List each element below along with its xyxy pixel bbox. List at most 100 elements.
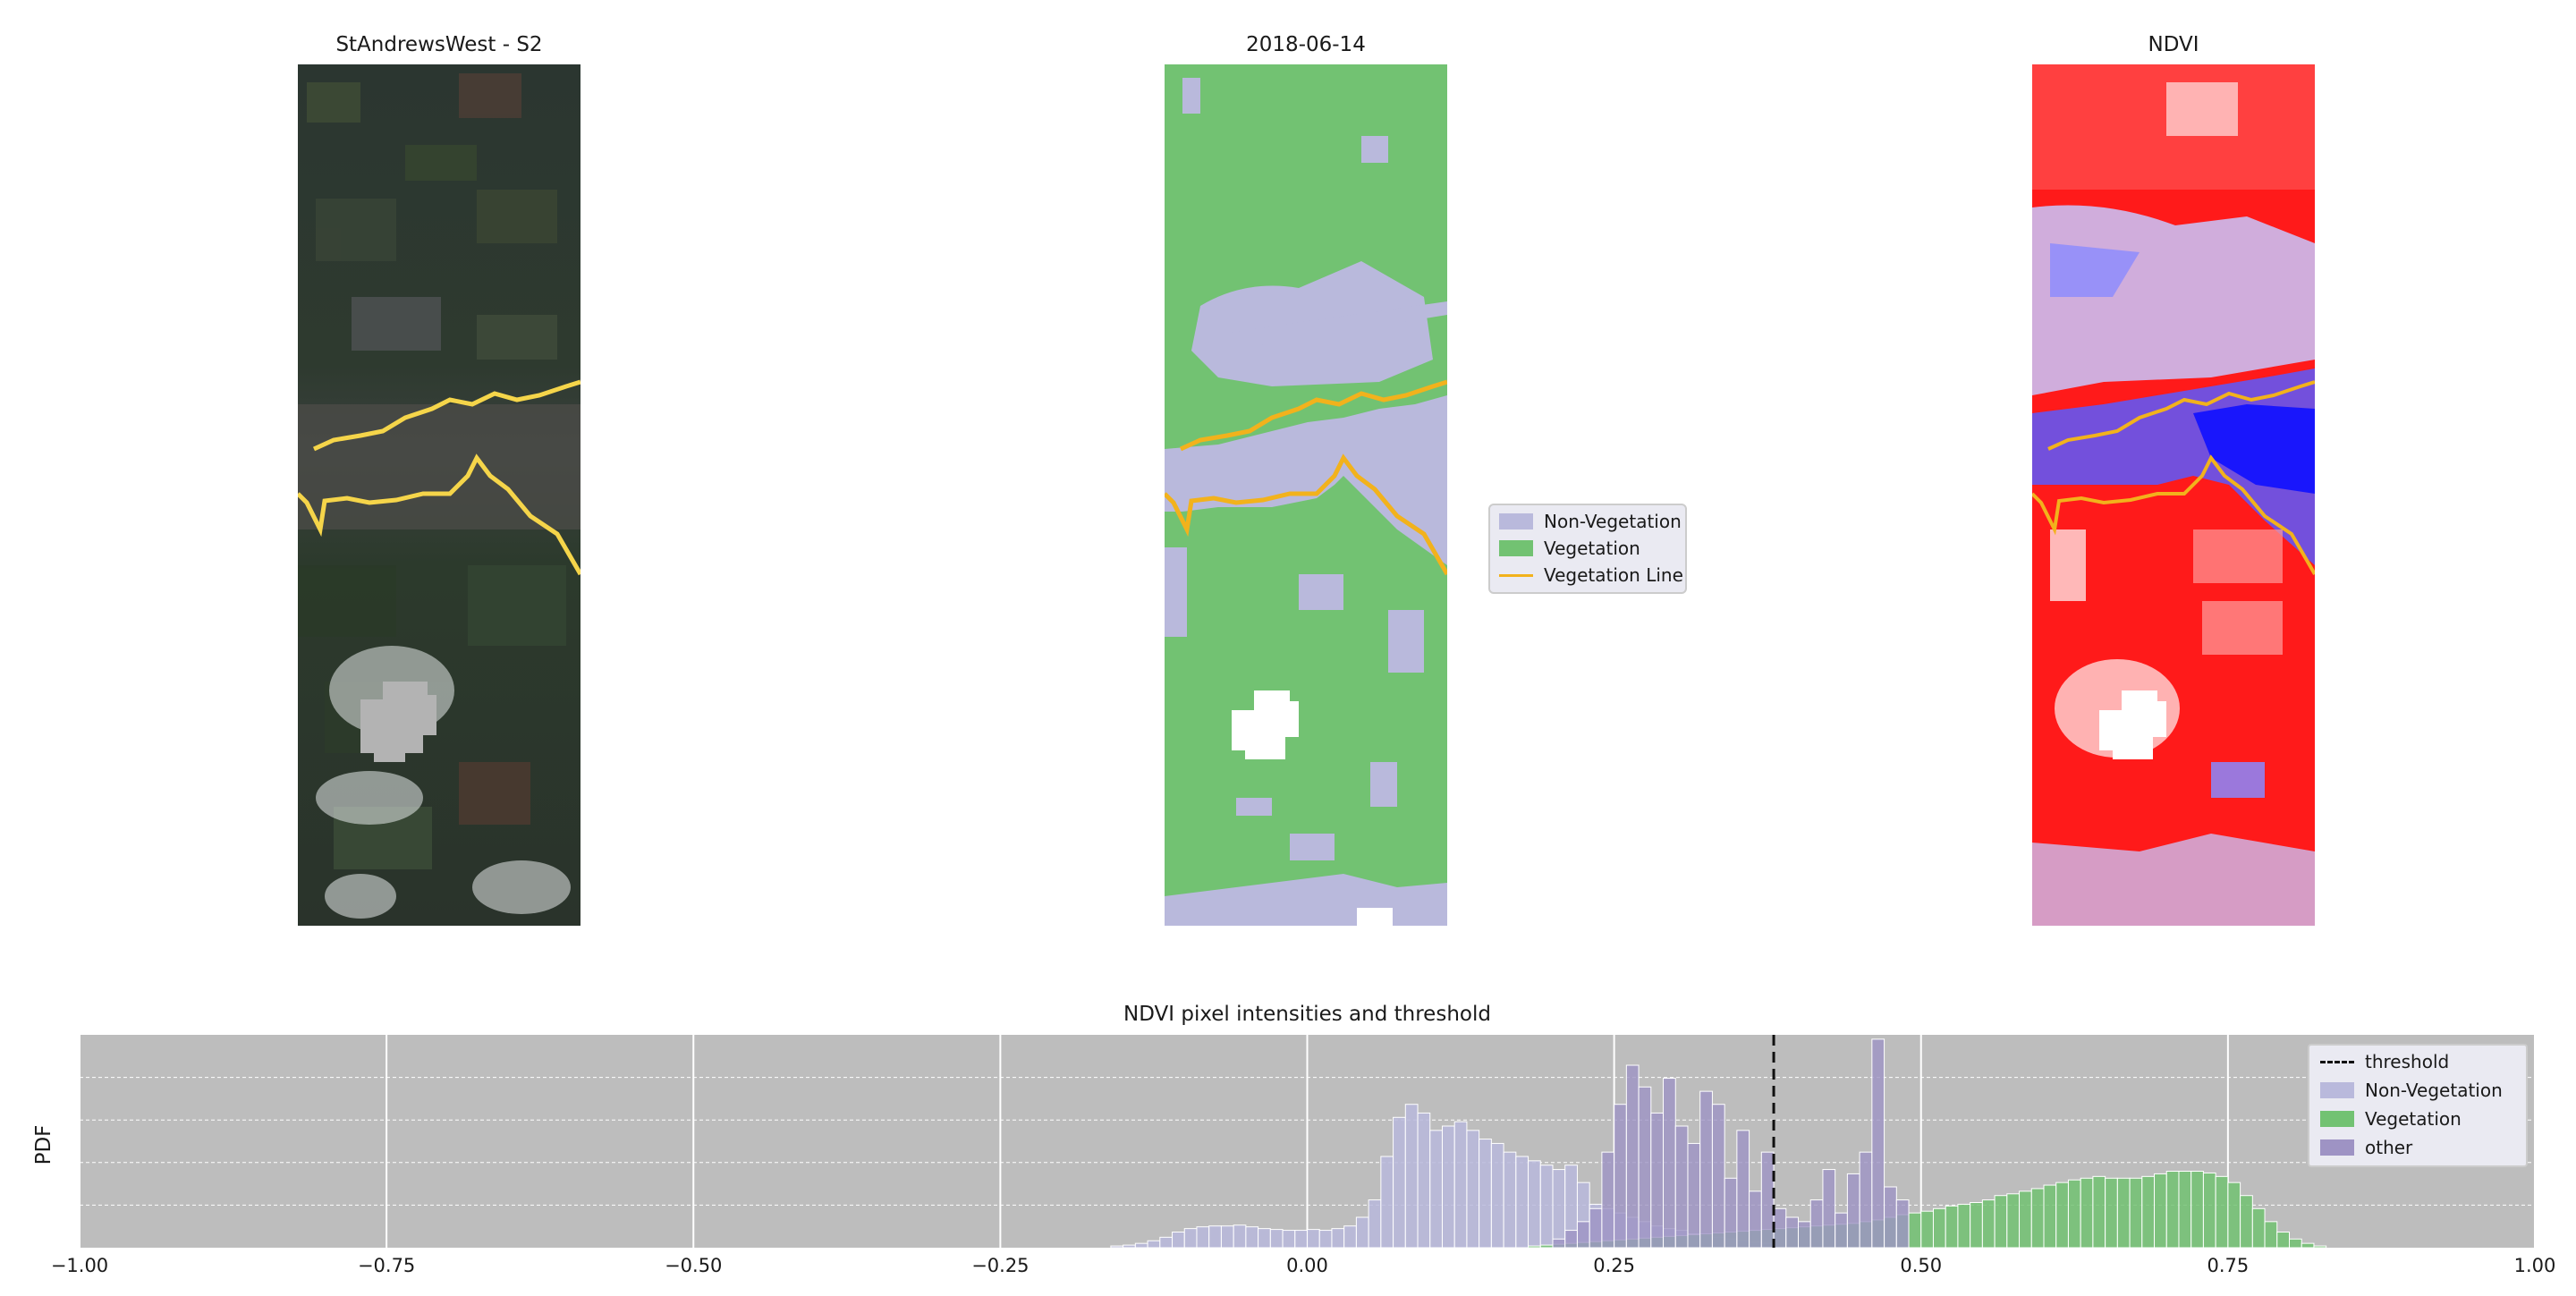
classification-panel-title: 2018-06-14 — [1246, 33, 1366, 56]
histogram-bar-other — [1798, 1221, 1811, 1249]
non-vegetation-regions — [1165, 78, 1447, 926]
histogram-bar-non-vegetation — [1429, 1130, 1443, 1249]
histogram-bar-non-vegetation — [1282, 1230, 1296, 1249]
histogram-bar-non-vegetation — [1479, 1139, 1492, 1249]
histogram-bar-non-vegetation — [1368, 1199, 1382, 1249]
x-tick-label: 0.25 — [1593, 1255, 1635, 1276]
histogram-bar-vegetation — [2202, 1172, 2216, 1249]
histogram-bar-vegetation — [2141, 1175, 2156, 1249]
histogram-bar-vegetation — [2116, 1177, 2131, 1249]
histogram-bar-non-vegetation — [1528, 1160, 1541, 1249]
histogram-bar-non-vegetation — [1539, 1165, 1554, 1249]
legend-label: Non-Vegetation — [2365, 1080, 2503, 1101]
x-tick-label: 0.00 — [1286, 1255, 1328, 1276]
histogram-bar-other — [1822, 1169, 1836, 1249]
ndvi-cloud-mask — [2099, 690, 2166, 759]
histogram-bar-vegetation — [1970, 1201, 1983, 1249]
histogram-bar-vegetation — [2276, 1232, 2290, 1249]
histogram-bar-vegetation — [2313, 1245, 2327, 1249]
legend-label: other — [2365, 1137, 2413, 1158]
legend-item-hist-other: other — [2320, 1137, 2412, 1158]
legend-item-vegetation-line: Vegetation Line — [1499, 564, 1683, 586]
histogram-bar-other — [1809, 1199, 1824, 1249]
histogram-bar-vegetation — [2055, 1182, 2069, 1249]
s2-panel-title: StAndrewsWest - S2 — [335, 33, 543, 56]
histogram-bar-vegetation — [1908, 1212, 1922, 1249]
histogram-bar-vegetation — [2301, 1242, 2315, 1249]
s2-rgb-image — [298, 64, 580, 926]
x-tick-label: −0.25 — [971, 1255, 1029, 1276]
histogram-bar-vegetation — [1932, 1207, 1946, 1249]
histogram-bar-vegetation — [1994, 1195, 2008, 1249]
histogram-bar-other — [1871, 1038, 1885, 1249]
histogram-bar-vegetation — [2154, 1173, 2167, 1249]
histogram-bar-non-vegetation — [1453, 1121, 1468, 1249]
legend-label: Vegetation — [2365, 1108, 2462, 1130]
histogram-bar-vegetation — [2129, 1177, 2143, 1249]
histogram-bar-vegetation — [2215, 1175, 2229, 1249]
histogram-bar-other — [1601, 1151, 1615, 1249]
histogram-bar-other — [1564, 1230, 1578, 1249]
ndvi-map — [2032, 64, 2315, 926]
histogram-bar-non-vegetation — [1515, 1156, 1530, 1249]
histogram-bar-non-vegetation — [1134, 1242, 1148, 1249]
cloud-mask — [360, 682, 436, 762]
histogram-bar-other — [1589, 1207, 1603, 1249]
histogram-bar-non-vegetation — [1172, 1232, 1185, 1249]
histogram-bar-non-vegetation — [1503, 1151, 1517, 1249]
histogram-bar-non-vegetation — [1343, 1225, 1357, 1249]
classification-vegetation-line — [1165, 379, 1447, 576]
histogram-bar-other — [1674, 1125, 1689, 1249]
histogram-bar-non-vegetation — [1552, 1169, 1566, 1249]
histogram-bar-vegetation — [1539, 1244, 1554, 1249]
histogram-bar-non-vegetation — [1147, 1240, 1161, 1249]
histogram-bar-non-vegetation — [1159, 1236, 1174, 1249]
histogram-bar-non-vegetation — [1294, 1230, 1309, 1249]
estuary-water — [298, 404, 580, 529]
vegetation-line-swatch — [1499, 573, 1533, 577]
histogram-bar-non-vegetation — [1110, 1245, 1124, 1249]
histogram-bar-other — [1884, 1186, 1897, 1249]
histogram-bar-other — [1846, 1173, 1860, 1249]
non-vegetation-swatch — [1499, 513, 1533, 529]
histogram-bar-non-vegetation — [1245, 1226, 1259, 1249]
legend-label: Vegetation — [1544, 538, 1640, 559]
histogram-bar-vegetation — [2178, 1171, 2192, 1249]
histogram-title: NDVI pixel intensities and threshold — [1123, 1003, 1491, 1026]
histogram-bar-non-vegetation — [1417, 1112, 1431, 1249]
histogram-bar-other — [1552, 1238, 1566, 1249]
hist-non-vegetation-swatch — [2320, 1082, 2354, 1098]
histogram-bar-vegetation — [2080, 1177, 2094, 1249]
histogram-bar-vegetation — [2251, 1207, 2266, 1249]
x-tick-label: 0.50 — [1900, 1255, 1942, 1276]
histogram-bar-other — [1736, 1130, 1750, 1249]
histogram-bar-other — [1576, 1221, 1590, 1249]
histogram-bar-non-vegetation — [1393, 1116, 1406, 1249]
x-tick-label: −0.75 — [358, 1255, 415, 1276]
histogram-bar-non-vegetation — [1233, 1224, 1247, 1249]
legend-label: threshold — [2365, 1051, 2450, 1072]
histogram-bar-non-vegetation — [1307, 1229, 1320, 1249]
histogram-bar-non-vegetation — [1196, 1226, 1210, 1249]
histogram-bar-other — [1773, 1207, 1787, 1249]
histogram-bar-other — [1625, 1064, 1640, 1249]
ndvi-vegetation-line — [2032, 380, 2315, 576]
histogram-bar-vegetation — [2227, 1182, 2241, 1249]
histogram-bar-non-vegetation — [1466, 1130, 1480, 1249]
histogram-bar-vegetation — [2105, 1177, 2118, 1249]
histogram-bar-non-vegetation — [1441, 1125, 1455, 1249]
classification-legend: Non-Vegetation Vegetation Vegetation Lin… — [1488, 504, 1687, 594]
legend-item-threshold: threshold — [2320, 1051, 2449, 1072]
s2-vegetation-line — [298, 379, 580, 576]
histogram-bar-vegetation — [1981, 1199, 1996, 1249]
histogram-legend: threshold Non-Vegetation Vegetation othe… — [2308, 1044, 2528, 1167]
hist-other-swatch — [2320, 1139, 2354, 1156]
legend-label: Non-Vegetation — [1544, 511, 1682, 532]
histogram-bar-other — [1699, 1090, 1713, 1249]
histogram-bar-vegetation — [1528, 1245, 1541, 1249]
hist-vegetation-swatch — [2320, 1111, 2354, 1127]
histogram-bar-other — [1614, 1104, 1627, 1249]
histogram-bar-vegetation — [2190, 1171, 2204, 1249]
histogram-bar-non-vegetation — [1269, 1229, 1284, 1249]
histogram-bar-non-vegetation — [1208, 1225, 1222, 1249]
